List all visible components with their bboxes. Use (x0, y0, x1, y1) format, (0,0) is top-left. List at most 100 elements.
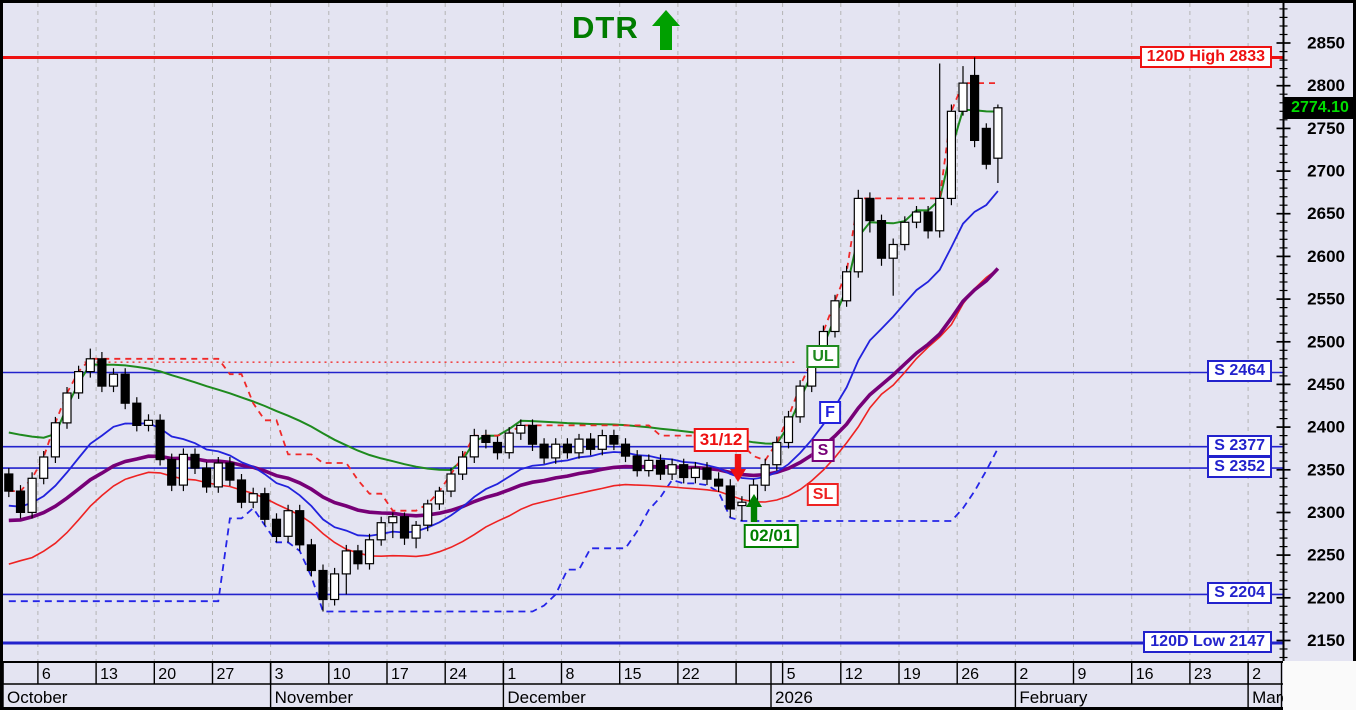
sell-signal-arrow-icon (730, 454, 746, 482)
candle-body (434, 490, 444, 505)
date-axis: 6 13 20 27 3 10 17 24 1 8 15 22 5 12 19 26 2 9 16 23 2 Octobe… (0, 661, 1283, 710)
candle-body (341, 550, 351, 575)
candle-body (760, 464, 770, 486)
week-label: 6 (42, 666, 51, 683)
signal-date-label: 31/12 (693, 428, 749, 452)
candle-body (655, 459, 666, 475)
week-label: 26 (961, 666, 979, 683)
candle-body (620, 443, 631, 457)
signal-date-label: 02/01 (743, 524, 799, 548)
candle-body (574, 438, 584, 454)
ma-label-f: F (819, 401, 841, 424)
candle-body (306, 544, 316, 572)
candle-body (202, 467, 212, 488)
candle-body (213, 462, 223, 488)
candle-body (783, 416, 794, 444)
y-tick-label: 2550 (1307, 290, 1345, 309)
candle-body (120, 373, 130, 404)
candle-body (725, 485, 735, 510)
week-label: 22 (682, 666, 700, 683)
y-tick-label: 2300 (1307, 503, 1345, 522)
week-label: 5 (787, 666, 796, 683)
candle-body (50, 422, 61, 458)
y-tick-label: 2500 (1307, 332, 1345, 351)
price-axis: 2150 2200 2250 2300 2350 2400 2450 2500 2550 2600… (1276, 3, 1345, 661)
candle-body (551, 443, 561, 459)
candle-body (516, 424, 526, 434)
candle-body (690, 467, 701, 479)
candle-body (330, 573, 340, 601)
ma-label-ul: UL (806, 345, 840, 368)
candle-body (155, 419, 165, 461)
candle-body (981, 127, 991, 165)
sl-line (8, 268, 999, 565)
candle-body (772, 441, 782, 466)
week-label: 13 (100, 666, 118, 683)
candle-body (504, 432, 514, 454)
candle-body (713, 478, 724, 487)
y-tick-label: 2250 (1307, 546, 1345, 565)
ticker-symbol: DTR (572, 10, 639, 45)
candle-body (271, 518, 282, 537)
candle-body (795, 385, 805, 418)
y-tick-label: 2350 (1307, 460, 1345, 479)
candle-body (527, 424, 538, 445)
candle-body (876, 220, 887, 259)
y-tick-label: 2200 (1307, 588, 1345, 607)
candle-body (143, 419, 154, 426)
week-label: 15 (624, 666, 642, 683)
frame-border-right (1353, 0, 1356, 661)
candle-body (85, 358, 95, 373)
candle-body (190, 453, 200, 469)
x-axis-bottom-border (0, 707, 1283, 710)
week-label: 19 (903, 666, 921, 683)
week-label: 27 (217, 666, 235, 683)
candle-body (644, 459, 654, 472)
candle-body (62, 392, 72, 424)
week-label: 9 (1078, 666, 1087, 683)
candle-body (946, 110, 957, 200)
level-label: S 2464 (1207, 360, 1272, 382)
candle-body (900, 221, 910, 246)
candle-body (388, 516, 398, 524)
candle-body (318, 569, 328, 601)
candle-body (167, 458, 177, 486)
level-label: 120D Low 2147 (1143, 631, 1272, 653)
price-plot-area[interactable] (3, 3, 1283, 661)
level-label: 120D High 2833 (1139, 46, 1272, 68)
candle-body (841, 271, 852, 302)
candle-body (4, 473, 14, 492)
y-tick-label: 2700 (1307, 162, 1345, 181)
candle-body (923, 211, 933, 232)
week-label: 2 (1019, 666, 1028, 683)
month-label: November (275, 688, 354, 707)
candle-body (399, 516, 410, 539)
week-label: 2 (1252, 666, 1261, 683)
candle-body (260, 493, 270, 520)
candle-body (737, 501, 747, 507)
week-label: 16 (1136, 666, 1154, 683)
y-tick-label: 2600 (1307, 247, 1345, 266)
candle-body (958, 82, 968, 112)
candle-body (888, 243, 898, 259)
candle-body (562, 443, 573, 454)
candle-body (73, 371, 84, 394)
candle-body (132, 402, 142, 427)
month-label: December (507, 688, 586, 707)
candle-body (27, 477, 37, 513)
week-label: 3 (275, 666, 284, 683)
month-label: October (7, 688, 68, 707)
y-tick-label: 2400 (1307, 418, 1345, 437)
y-tick-label: 2150 (1307, 631, 1345, 650)
candle-body (632, 455, 642, 472)
week-label: 23 (1194, 666, 1212, 683)
y-tick-label: 2750 (1307, 119, 1345, 138)
week-label: 12 (845, 666, 863, 683)
candle-body (585, 438, 596, 450)
candle-body (178, 453, 188, 486)
candle-body (911, 211, 922, 223)
candle-body (225, 462, 235, 481)
candle-body (853, 197, 863, 273)
candle-body (481, 435, 491, 444)
week-label: 1 (507, 666, 516, 683)
